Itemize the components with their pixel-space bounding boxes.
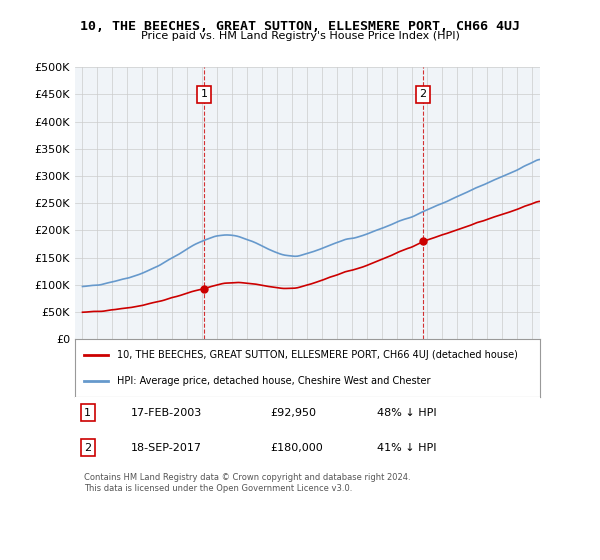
Text: 1: 1 xyxy=(84,408,91,418)
Text: HPI: Average price, detached house, Cheshire West and Chester: HPI: Average price, detached house, Ches… xyxy=(117,376,430,386)
Text: 18-SEP-2017: 18-SEP-2017 xyxy=(131,443,202,452)
Text: 2: 2 xyxy=(84,443,91,452)
Text: 48% ↓ HPI: 48% ↓ HPI xyxy=(377,408,437,418)
Text: 2: 2 xyxy=(419,90,427,99)
Text: 1: 1 xyxy=(201,90,208,99)
Text: Price paid vs. HM Land Registry's House Price Index (HPI): Price paid vs. HM Land Registry's House … xyxy=(140,31,460,41)
Text: 41% ↓ HPI: 41% ↓ HPI xyxy=(377,443,437,452)
Text: 17-FEB-2003: 17-FEB-2003 xyxy=(131,408,202,418)
Text: £180,000: £180,000 xyxy=(270,443,323,452)
Text: 10, THE BEECHES, GREAT SUTTON, ELLESMERE PORT, CH66 4UJ: 10, THE BEECHES, GREAT SUTTON, ELLESMERE… xyxy=(80,20,520,32)
Text: 10, THE BEECHES, GREAT SUTTON, ELLESMERE PORT, CH66 4UJ (detached house): 10, THE BEECHES, GREAT SUTTON, ELLESMERE… xyxy=(117,351,518,361)
Text: £92,950: £92,950 xyxy=(270,408,316,418)
Text: Contains HM Land Registry data © Crown copyright and database right 2024.
This d: Contains HM Land Registry data © Crown c… xyxy=(84,473,411,493)
